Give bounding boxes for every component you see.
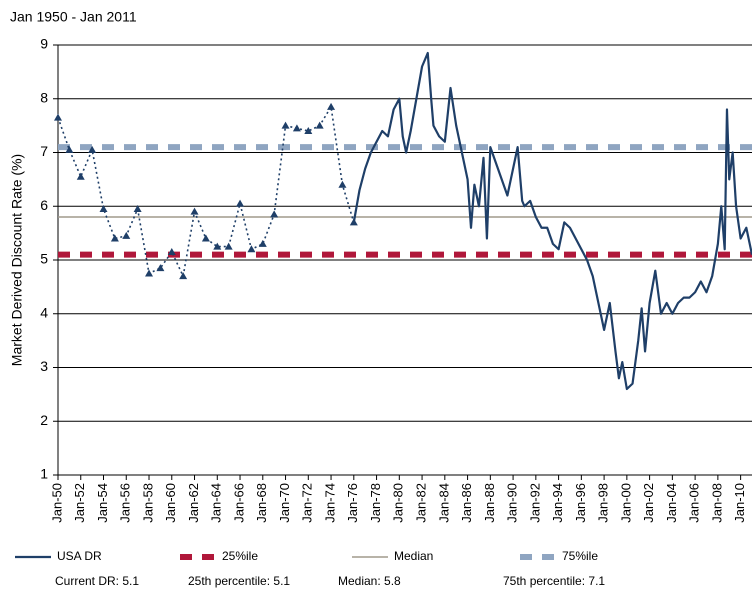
x-tick-label: Jan-66: [231, 483, 246, 523]
legend-label: Median: [394, 549, 433, 563]
data-point: [281, 121, 290, 129]
x-tick-label: Jan-00: [618, 483, 633, 523]
data-point: [145, 269, 154, 277]
x-tick-label: Jan-02: [641, 483, 656, 523]
x-tick-label: Jan-76: [345, 483, 360, 523]
x-tick-label: Jan-94: [550, 483, 565, 523]
data-point: [88, 145, 97, 153]
y-tick-label: 4: [40, 304, 48, 320]
y-tick-label: 5: [40, 251, 48, 267]
y-tick-label: 9: [40, 36, 48, 52]
x-tick-label: Jan-50: [49, 483, 64, 523]
chart-title: Jan 1950 - Jan 2011: [10, 9, 137, 25]
data-point: [304, 127, 313, 134]
data-point: [190, 207, 199, 215]
y-tick-label: 6: [40, 197, 48, 213]
x-tick-label: Jan-72: [300, 483, 315, 523]
data-point: [76, 172, 85, 180]
data-point: [110, 234, 119, 242]
x-tick-label: Jan-98: [596, 483, 611, 523]
data-point: [236, 199, 245, 207]
data-point: [167, 247, 176, 255]
data-line: [352, 51, 752, 391]
x-tick-label: Jan-62: [186, 483, 201, 523]
note: Median: 5.8: [338, 574, 401, 588]
data-point: [54, 113, 62, 121]
x-tick-label: Jan-86: [459, 483, 474, 523]
x-tick-label: Jan-04: [664, 483, 679, 523]
x-tick-label: Jan-88: [482, 483, 497, 523]
x-tick-label: Jan-82: [414, 483, 429, 523]
x-tick-label: Jan-64: [209, 483, 224, 523]
x-tick-label: Jan-52: [72, 483, 87, 523]
data-point: [179, 272, 188, 280]
data-point: [65, 145, 74, 153]
data-point: [156, 264, 165, 272]
legend-label: USA DR: [57, 549, 102, 563]
data-point: [327, 102, 336, 110]
legend-label: 75%ile: [562, 549, 598, 563]
x-tick-label: Jan-68: [254, 483, 269, 523]
data-point: [315, 121, 324, 129]
y-axis-title: Market Derived Discount Rate (%): [9, 154, 25, 366]
data-point: [224, 242, 233, 250]
data-point: [270, 210, 279, 218]
data-point: [213, 242, 222, 250]
x-tick-label: Jan-90: [505, 483, 520, 523]
y-tick-label: 2: [40, 412, 48, 428]
data-point: [338, 180, 347, 188]
x-tick-label: Jan-58: [140, 483, 155, 523]
data-point: [258, 239, 267, 247]
data-point: [122, 231, 131, 239]
x-tick-label: Jan-92: [527, 483, 542, 523]
data-point: [133, 204, 142, 212]
x-tick-label: Jan-78: [368, 483, 383, 523]
data-point: [99, 204, 108, 212]
x-tick-label: Jan-60: [163, 483, 178, 523]
legend-label: 25%ile: [222, 549, 258, 563]
x-tick-label: Jan-54: [95, 483, 110, 523]
x-tick-label: Jan-80: [391, 483, 406, 523]
x-tick-label: Jan-10: [732, 483, 747, 523]
data-point: [201, 234, 210, 242]
data-point: [349, 218, 358, 226]
x-tick-label: Jan-06: [687, 483, 702, 523]
y-tick-label: 7: [40, 143, 48, 159]
y-tick-label: 3: [40, 358, 48, 374]
y-tick-label: 1: [40, 466, 48, 482]
note: Current DR: 5.1: [55, 574, 139, 588]
data-point: [247, 245, 256, 253]
x-tick-label: Jan-56: [118, 483, 133, 523]
y-tick-label: 8: [40, 89, 48, 105]
x-tick-label: Jan-70: [277, 483, 292, 523]
note: 25th percentile: 5.1: [188, 574, 290, 588]
note: 75th percentile: 7.1: [503, 574, 605, 588]
x-tick-label: Jan-84: [436, 483, 451, 523]
x-tick-label: Jan-74: [322, 483, 337, 523]
x-tick-label: Jan-96: [573, 483, 588, 523]
data-point: [292, 124, 301, 132]
x-tick-label: Jan-08: [709, 483, 724, 523]
